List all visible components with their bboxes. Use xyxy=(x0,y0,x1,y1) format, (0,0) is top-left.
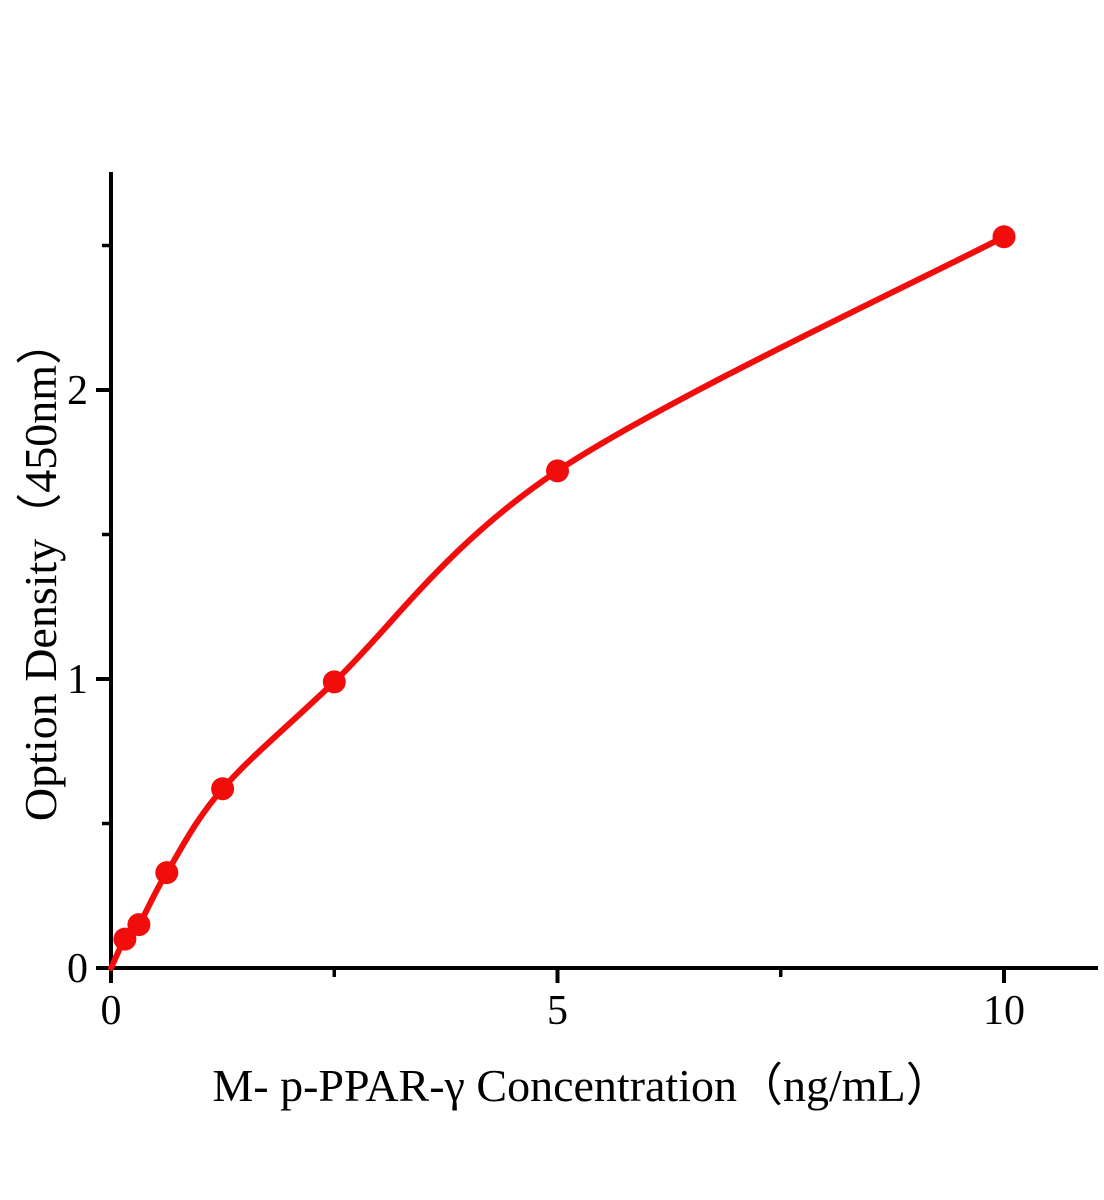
data-point xyxy=(992,225,1016,249)
y-axis-tick-labels: 0 1 2 xyxy=(67,368,88,992)
x-axis-tick-labels: 0 5 10 xyxy=(101,988,1026,1034)
y-tick-label: 1 xyxy=(67,657,88,703)
data-point xyxy=(155,861,179,885)
data-point xyxy=(113,927,137,951)
y-tick-label: 2 xyxy=(67,368,88,414)
data-point xyxy=(546,459,569,483)
data-point xyxy=(127,913,151,937)
x-tick-label: 0 xyxy=(101,988,122,1034)
x-tick-label: 5 xyxy=(547,988,568,1034)
x-axis-title: M- p-PPAR-γ Concentration（ng/mL） xyxy=(212,1060,951,1111)
x-tick-label: 10 xyxy=(983,988,1025,1034)
y-axis-title: Option Density（450nm） xyxy=(15,319,66,821)
data-point xyxy=(322,670,346,694)
data-point xyxy=(211,777,235,801)
y-tick-label: 0 xyxy=(67,946,88,992)
standard-curve-points xyxy=(113,225,1016,951)
